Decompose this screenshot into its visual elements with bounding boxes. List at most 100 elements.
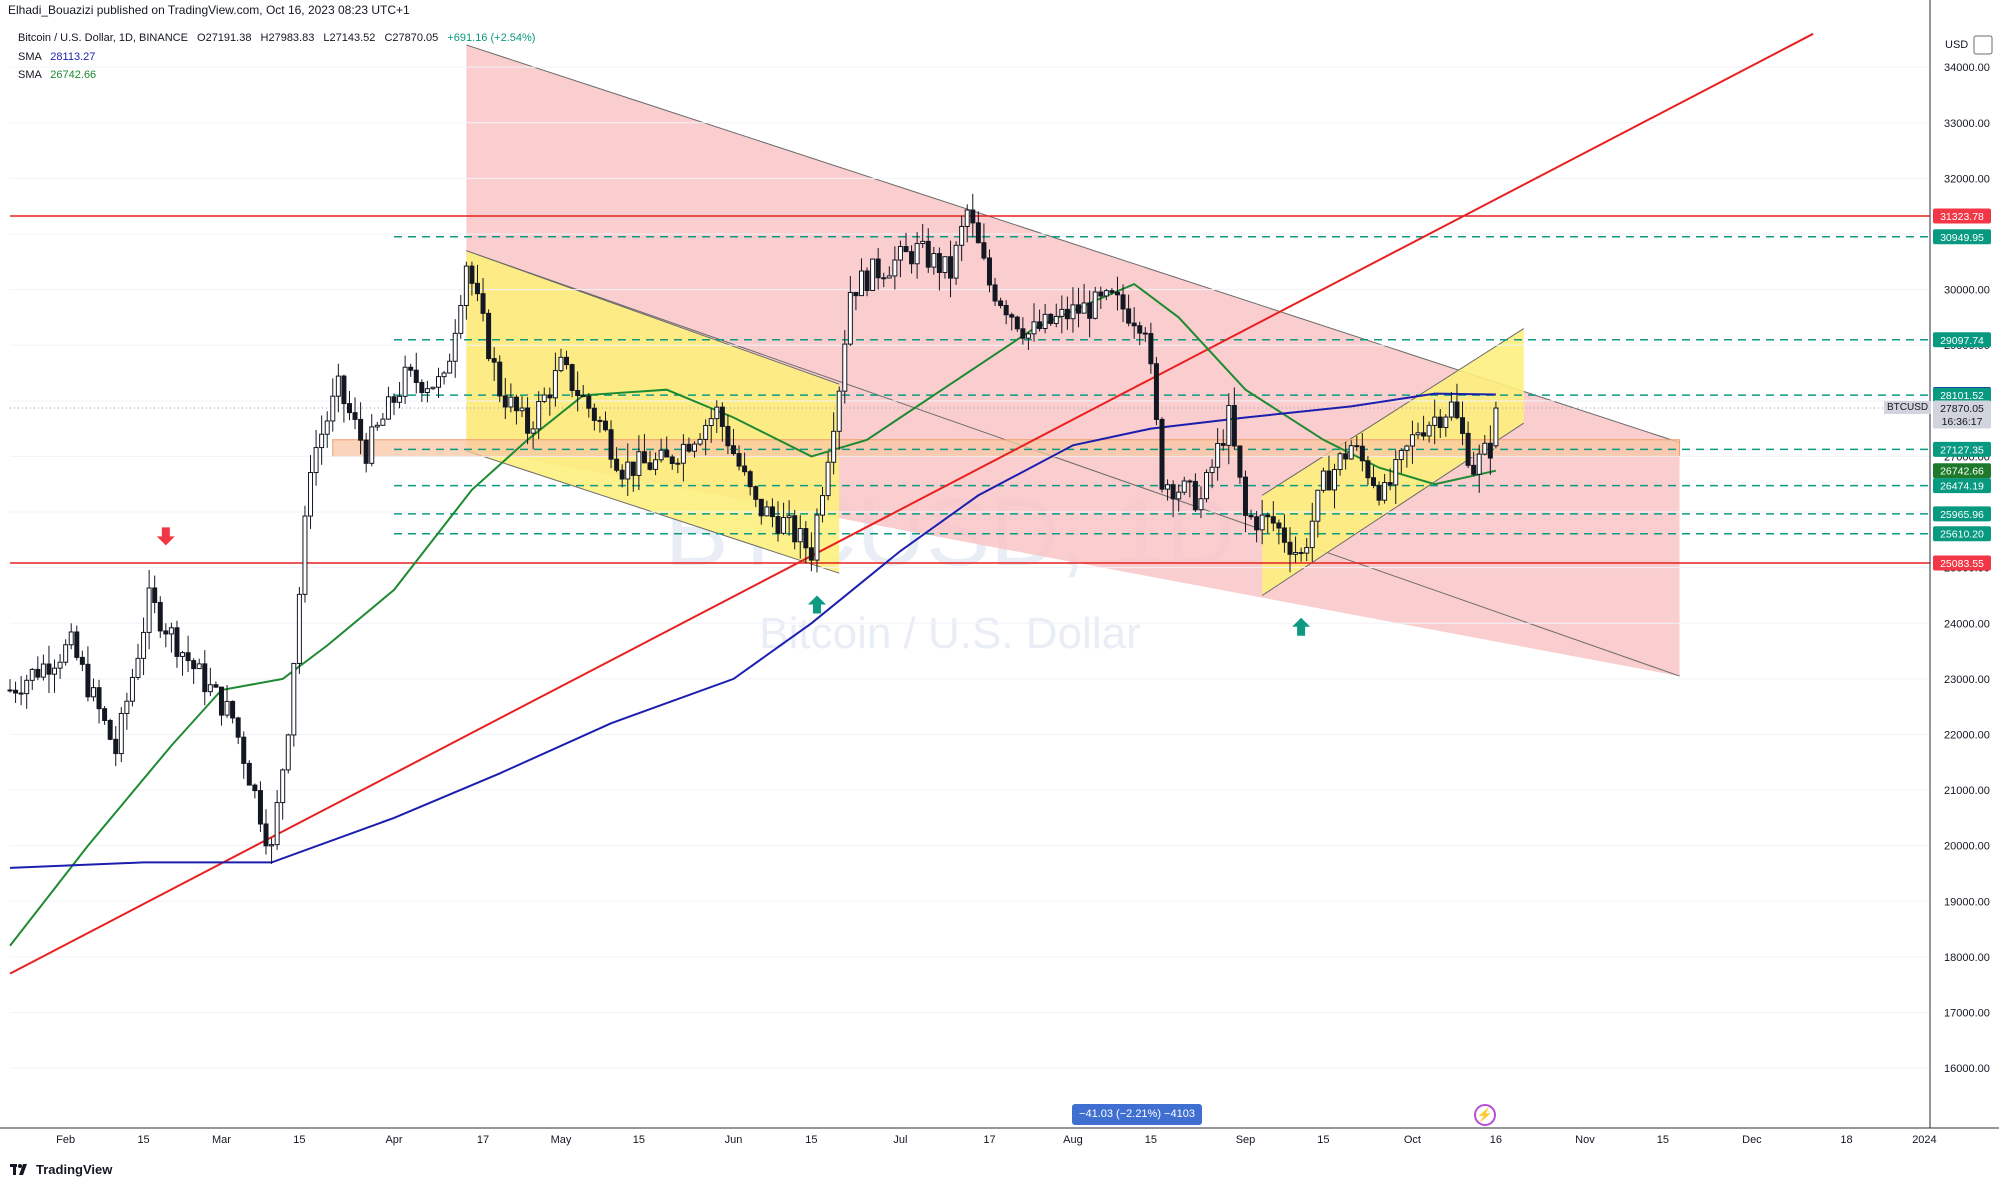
candle-body	[708, 418, 714, 426]
price-tick-label: 30000.00	[1944, 285, 1990, 297]
candle-body	[697, 438, 703, 445]
legend-symbol[interactable]: Bitcoin / U.S. Dollar, 1D, BINANCE	[18, 32, 188, 44]
candle-body	[46, 663, 52, 675]
candle-body	[40, 663, 46, 678]
time-tick-label: May	[551, 1134, 572, 1146]
price-tag	[1933, 229, 1991, 245]
candle-body	[1242, 476, 1248, 516]
candle-body	[808, 547, 814, 561]
time-tick-label: 15	[633, 1134, 645, 1146]
candle-body	[1092, 291, 1098, 319]
candle-body	[1426, 424, 1432, 437]
candle-body	[1332, 468, 1338, 491]
candle-body	[870, 258, 876, 291]
candle-body	[486, 312, 492, 360]
legend-sma-slow-value: 28113.27	[50, 51, 96, 63]
candle-body	[291, 662, 297, 736]
candle-body	[502, 395, 508, 408]
tradingview-logo[interactable]: TradingView	[10, 1162, 112, 1177]
lightning-icon[interactable]: ⚡	[1474, 1104, 1496, 1126]
legend-low: L27143.52	[323, 32, 376, 44]
candle-body	[647, 462, 653, 470]
signal-arrows	[156, 527, 1311, 636]
candle-body	[847, 291, 853, 345]
candle-body	[864, 270, 870, 291]
price-tick-label: 23000.00	[1944, 674, 1990, 686]
candle-body	[118, 712, 124, 755]
candle-body	[1014, 316, 1020, 330]
candle-body	[1053, 315, 1059, 324]
candle-body	[1460, 417, 1466, 434]
candle-body	[836, 390, 842, 432]
candle-body	[85, 663, 91, 698]
candle-body	[758, 498, 764, 517]
candle-body	[552, 370, 558, 399]
candle-body	[742, 465, 748, 473]
price-tick-label: 34000.00	[1944, 62, 1990, 74]
candle-body	[730, 445, 736, 455]
candle-body	[324, 420, 330, 435]
descending-channel-lower	[466, 250, 1680, 677]
candle-body	[63, 644, 69, 663]
candle-body	[536, 400, 542, 430]
candle-body	[764, 506, 770, 517]
time-tick-label: Jul	[893, 1134, 907, 1146]
candle-body	[1170, 484, 1176, 500]
candle-body	[1476, 453, 1482, 475]
candle-body	[936, 253, 942, 273]
time-tick-label: Feb	[56, 1134, 75, 1146]
candle-body	[13, 689, 19, 694]
candle-body	[191, 660, 197, 670]
symbol-tag: BTCUSD	[1884, 401, 1932, 414]
price-tag-label: 26742.66	[1940, 466, 1984, 478]
candle-body	[335, 375, 341, 397]
candle-body	[1042, 313, 1048, 330]
indicator-lines	[9, 32, 1814, 975]
candle-body	[1365, 460, 1371, 479]
time-tick-label: Oct	[1404, 1134, 1421, 1146]
candle-body	[163, 630, 169, 635]
candle-body	[653, 459, 659, 470]
candle-body	[1465, 432, 1471, 466]
candle-body	[1270, 516, 1276, 524]
candle-body	[1370, 477, 1376, 486]
price-tag-label: 31323.78	[1940, 211, 1984, 223]
price-axis[interactable]: USD 16000.00 17000.00 18000.00 19000.00 20000…	[1929, 0, 1999, 1128]
candle-body	[897, 246, 903, 261]
price-tag-label: 27870.05	[1940, 403, 1984, 415]
candle-body	[525, 407, 531, 434]
legend-sma-slow[interactable]: SMA 28113.27	[18, 51, 95, 63]
candle-body	[213, 684, 219, 688]
candle-body	[986, 257, 992, 286]
time-tick-label: 17	[477, 1134, 489, 1146]
candle-body	[914, 242, 920, 265]
candle-body	[458, 304, 464, 334]
candle-body	[1265, 514, 1271, 518]
candle-body	[480, 293, 486, 314]
candle-body	[430, 386, 436, 390]
legend-close: C27870.05	[384, 32, 439, 44]
candle-body	[1354, 445, 1360, 448]
candle-body	[74, 631, 80, 658]
candle-body	[964, 209, 970, 227]
candle-body	[452, 332, 458, 362]
price-tick-label: 22000.00	[1944, 729, 1990, 741]
legend-sma-fast[interactable]: SMA 26742.66	[18, 69, 96, 81]
candle-body	[970, 209, 976, 224]
price-tag-label: 25965.96	[1940, 509, 1984, 521]
candle-body	[1298, 552, 1304, 555]
time-axis[interactable]: Feb 15 Mar 15 Apr 17 May 15 Jun 15 Jul 17 Aug 15 Sep 15…	[0, 1127, 1999, 1158]
candle-body	[241, 736, 247, 764]
candle-body	[558, 356, 564, 372]
candle-body	[107, 719, 113, 740]
candle-body	[1087, 302, 1093, 319]
candle-body	[981, 242, 987, 259]
candle-body	[858, 270, 864, 297]
legend-sma-slow-label: SMA	[18, 51, 42, 63]
price-tick-label: 17000.00	[1944, 1008, 1990, 1020]
candle-body	[263, 823, 269, 847]
candle-body	[953, 244, 959, 279]
candle-body	[35, 668, 41, 678]
time-tick-label: Jun	[725, 1134, 743, 1146]
